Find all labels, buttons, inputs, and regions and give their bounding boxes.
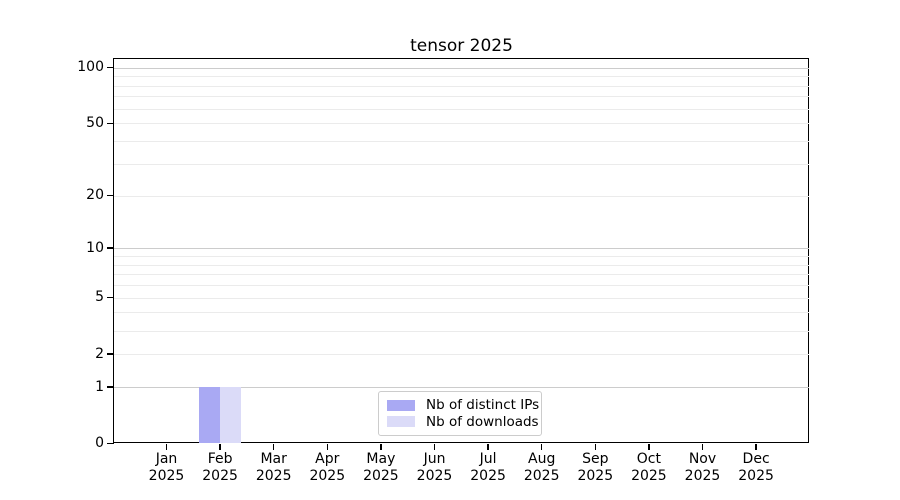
gridline-minor	[114, 163, 809, 165]
x-tick-mark	[165, 443, 168, 450]
x-tick-mark	[219, 443, 221, 450]
bar	[220, 387, 242, 444]
gridline-minor	[114, 141, 809, 143]
x-tick-label: Nov 2025	[684, 451, 721, 484]
gridline-major	[114, 67, 809, 69]
x-tick-mark	[648, 443, 650, 450]
gridline-minor	[114, 274, 809, 276]
legend-swatch	[387, 416, 415, 428]
y-tick-mark	[107, 442, 114, 445]
x-tick-mark	[755, 443, 757, 450]
y-tick-label: 20	[86, 187, 104, 204]
x-tick-mark	[487, 443, 489, 450]
plot-area	[113, 58, 809, 443]
gridline-minor	[114, 264, 809, 266]
x-tick-label: Feb 2025	[202, 451, 238, 484]
gridline-major	[114, 248, 809, 250]
gridline-minor	[114, 85, 809, 87]
gridline-minor	[114, 123, 809, 125]
y-tick-mark	[107, 386, 114, 388]
gridline-minor	[114, 312, 809, 314]
legend: Nb of distinct IPs Nb of downloads	[378, 391, 542, 436]
gridline-minor	[114, 96, 809, 98]
gridline-minor	[114, 330, 809, 332]
x-tick-label: Apr 2025	[309, 451, 346, 484]
x-tick-label: Jan 2025	[148, 451, 185, 484]
legend-item: Nb of distinct IPs	[387, 397, 539, 414]
y-tick-label: 50	[86, 114, 104, 131]
y-tick-mark	[107, 66, 114, 69]
y-tick-label: 5	[95, 289, 104, 306]
x-tick-label: Mar 2025	[255, 451, 292, 484]
legend-label: Nb of distinct IPs	[426, 397, 540, 414]
y-tick-label: 2	[95, 345, 104, 362]
legend-swatch	[387, 399, 415, 411]
legend-item: Nb of downloads	[387, 414, 539, 431]
x-tick-label: Jun 2025	[416, 451, 453, 484]
legend-label: Nb of downloads	[426, 413, 539, 430]
x-tick-mark	[433, 443, 436, 450]
x-tick-mark	[272, 443, 275, 450]
x-tick-label: Aug 2025	[523, 451, 560, 484]
y-tick-mark	[107, 122, 114, 125]
y-tick-label: 0	[95, 435, 104, 451]
x-tick-label: Sep 2025	[577, 451, 614, 484]
gridline-minor	[114, 285, 809, 287]
y-tick-label: 1	[95, 378, 104, 395]
x-tick-mark	[594, 443, 597, 450]
bar	[198, 387, 221, 444]
gridline-minor	[114, 108, 809, 110]
chart-title: tensor 2025	[410, 36, 513, 56]
gridline-minor	[114, 354, 809, 356]
x-tick-label: Oct 2025	[631, 451, 667, 484]
x-tick-mark	[540, 443, 543, 450]
x-tick-mark	[326, 443, 329, 450]
y-tick-mark	[107, 194, 114, 197]
x-tick-label: Jul 2025	[470, 451, 506, 484]
x-tick-label: May 2025	[363, 451, 399, 484]
gridline-minor	[114, 195, 809, 197]
y-tick-mark	[107, 353, 114, 355]
y-tick-label: 10	[86, 239, 104, 256]
x-tick-mark	[380, 443, 382, 450]
gridline-major	[114, 387, 809, 389]
y-tick-label: 100	[77, 59, 104, 76]
y-tick-mark	[107, 247, 114, 249]
y-tick-mark	[107, 296, 114, 299]
gridline-minor	[114, 76, 809, 78]
gridline-minor	[114, 297, 809, 299]
x-tick-mark	[701, 443, 704, 450]
x-tick-label: Dec 2025	[738, 451, 774, 484]
gridline-minor	[114, 255, 809, 257]
